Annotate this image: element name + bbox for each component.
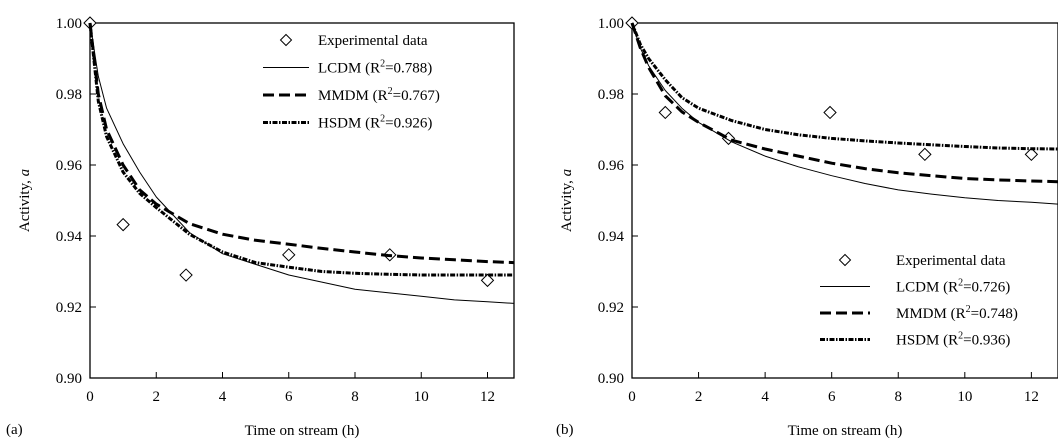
- x-tick-label: 8: [895, 389, 903, 405]
- x-tick-label: 6: [828, 389, 836, 405]
- y-tick-label: 0.96: [56, 158, 83, 174]
- x-tick-label: 10: [414, 389, 429, 405]
- legend-label: LCDM (R2=0.726): [896, 278, 1010, 296]
- x-tick-label: 2: [153, 389, 161, 405]
- legend-label: HSDM (R2=0.936): [896, 331, 1010, 349]
- x-tick-label: 0: [86, 389, 94, 405]
- panel-label: (a): [6, 422, 23, 438]
- x-tick-label: 10: [957, 389, 972, 405]
- data-point: [658, 105, 672, 120]
- legend-symbol: [838, 253, 852, 267]
- x-tick-label: 12: [1024, 389, 1039, 405]
- x-tick-label: 6: [285, 389, 293, 405]
- x-tick-label: 4: [761, 389, 769, 405]
- y-tick-label: 0.94: [598, 229, 625, 245]
- legend-label: HSDM (R2=0.926): [318, 114, 432, 132]
- y-tick-label: 0.92: [56, 300, 82, 316]
- series-line: [88, 22, 514, 277]
- y-tick-label: 0.90: [598, 371, 624, 387]
- x-axis-title: Time on stream (h): [245, 423, 360, 439]
- chart-panel-b: 0.90 0.92 0.94 0.96 0.98 1.00 0 2 4 6 8 10 12 Time on…: [556, 16, 1058, 439]
- x-tick-label: 12: [480, 389, 495, 405]
- data-point: [480, 273, 495, 288]
- data-point: [116, 217, 130, 232]
- legend-label: LCDM (R2=0.788): [318, 59, 432, 77]
- y-tick-label: 0.98: [56, 87, 82, 103]
- series-line: [631, 22, 1058, 205]
- plot-frame: [631, 22, 1058, 379]
- legend-label: Experimental data: [896, 253, 1006, 269]
- y-tick-label: 0.90: [56, 371, 82, 387]
- legend-label: MMDM (R2=0.767): [318, 86, 440, 104]
- x-tick-label: 8: [351, 389, 359, 405]
- chart-panel-a: 0.90 0.92 0.94 0.96 0.98 1.00 0 2 4 6 8 10 12 Time on…: [6, 16, 515, 439]
- legend-label: MMDM (R2=0.748): [896, 304, 1018, 322]
- x-tick-label: 0: [628, 389, 636, 405]
- y-axis-title: Activity, a: [17, 169, 33, 232]
- panel-label: (b): [556, 422, 574, 438]
- y-tick-label: 1.00: [56, 16, 82, 32]
- data-point: [179, 268, 193, 282]
- series-line: [630, 22, 1058, 184]
- y-tick-label: 0.96: [598, 158, 625, 174]
- series-line: [89, 22, 515, 304]
- y-axis-title: Activity, a: [559, 169, 575, 232]
- data-point: [918, 147, 932, 162]
- series-line: [88, 22, 515, 265]
- y-tick-label: 0.94: [56, 229, 83, 245]
- y-tick-label: 0.98: [598, 87, 624, 103]
- y-tick-label: 1.00: [598, 16, 624, 32]
- data-point: [823, 105, 837, 120]
- legend-label: Experimental data: [318, 33, 428, 49]
- plot-frame: [89, 22, 515, 379]
- x-axis-title: Time on stream (h): [788, 423, 903, 439]
- legend-symbol: [279, 33, 293, 47]
- series-line: [630, 22, 1058, 151]
- x-tick-label: 4: [219, 389, 227, 405]
- data-point: [282, 248, 296, 262]
- data-point: [1024, 147, 1039, 162]
- y-tick-label: 0.92: [598, 300, 624, 316]
- x-tick-label: 2: [695, 389, 703, 405]
